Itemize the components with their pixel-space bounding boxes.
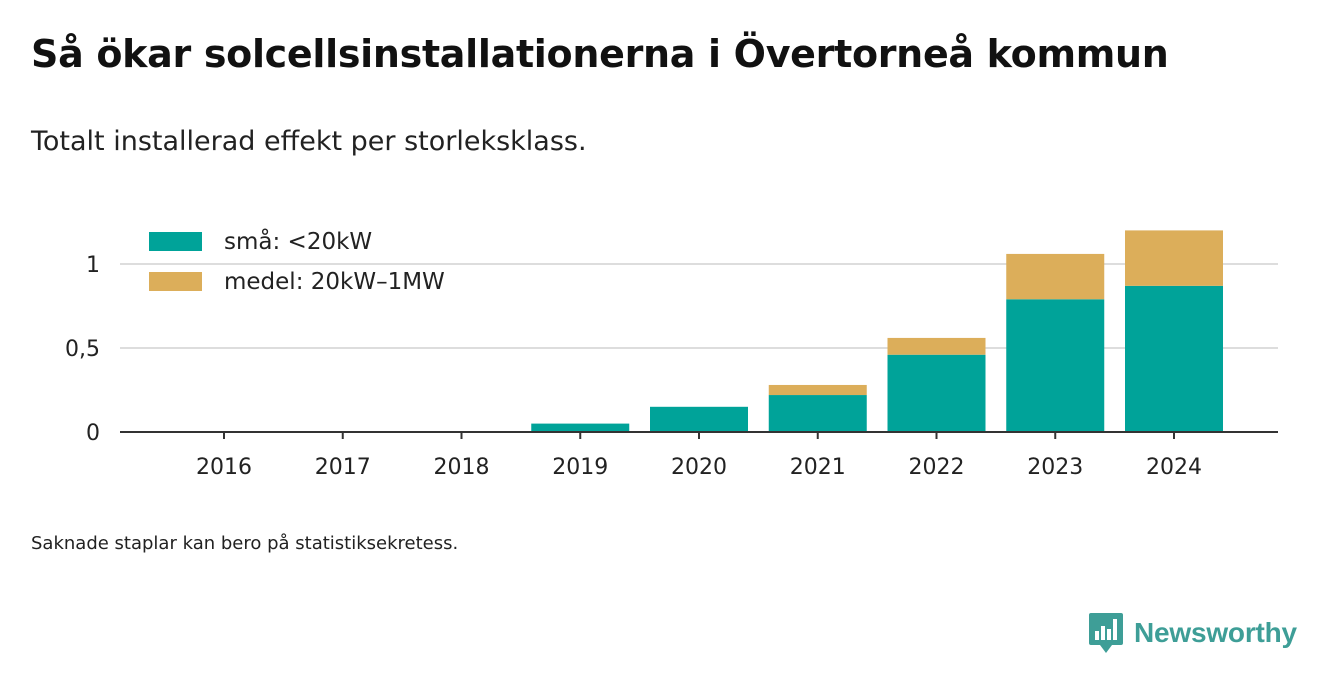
footnote: Saknade staplar kan bero på statistiksek… — [31, 533, 459, 554]
chart-subtitle: Totalt installerad effekt per storlekskl… — [31, 126, 587, 157]
bar-small — [650, 406, 748, 432]
y-tick-label: 0,5 — [65, 337, 100, 362]
bar-medium — [887, 337, 986, 355]
x-axis: 2016 2017 2018 2019 2020 2021 2022 2023 2024 — [120, 431, 1278, 480]
x-tick-label: 2016 — [196, 455, 252, 480]
stacked-bar-chart: 00,51 2016 2017 2018 2019 2020 2021 2022 2023 20… — [65, 227, 1278, 480]
brand-name: Newsworthy — [1134, 617, 1297, 648]
bar-small — [531, 423, 630, 432]
bar-small — [887, 354, 986, 432]
x-tick-label: 2017 — [315, 455, 371, 480]
legend-label-medium: medel: 20kW–1MW — [224, 269, 445, 295]
legend-swatch-small — [149, 232, 202, 251]
bar-small — [768, 395, 867, 432]
bars — [531, 230, 1223, 432]
bar-small — [1125, 285, 1223, 432]
legend-swatch-medium — [149, 272, 202, 291]
x-tick-label: 2021 — [790, 455, 846, 480]
bar-medium — [768, 384, 867, 396]
bar-small — [1006, 299, 1105, 432]
brand-logo: Newsworthy — [1088, 611, 1297, 655]
x-tick-label: 2022 — [909, 455, 965, 480]
newsworthy-logo-icon — [1089, 613, 1123, 653]
x-tick-label: 2024 — [1146, 455, 1202, 480]
y-tick-label: 1 — [86, 253, 100, 278]
bar-medium — [1125, 230, 1223, 286]
x-tick-label: 2020 — [671, 455, 727, 480]
chart-title: Så ökar solcellsinstallationerna i Övert… — [31, 32, 1169, 76]
bar-medium — [1006, 253, 1105, 300]
x-tick-label: 2019 — [552, 455, 608, 480]
y-axis: 00,51 — [65, 253, 100, 446]
y-tick-label: 0 — [86, 421, 100, 446]
x-tick-label: 2023 — [1027, 455, 1083, 480]
x-tick-label: 2018 — [434, 455, 490, 480]
legend-label-small: små: <20kW — [224, 227, 372, 255]
legend: små: <20kW medel: 20kW–1MW — [149, 227, 445, 295]
